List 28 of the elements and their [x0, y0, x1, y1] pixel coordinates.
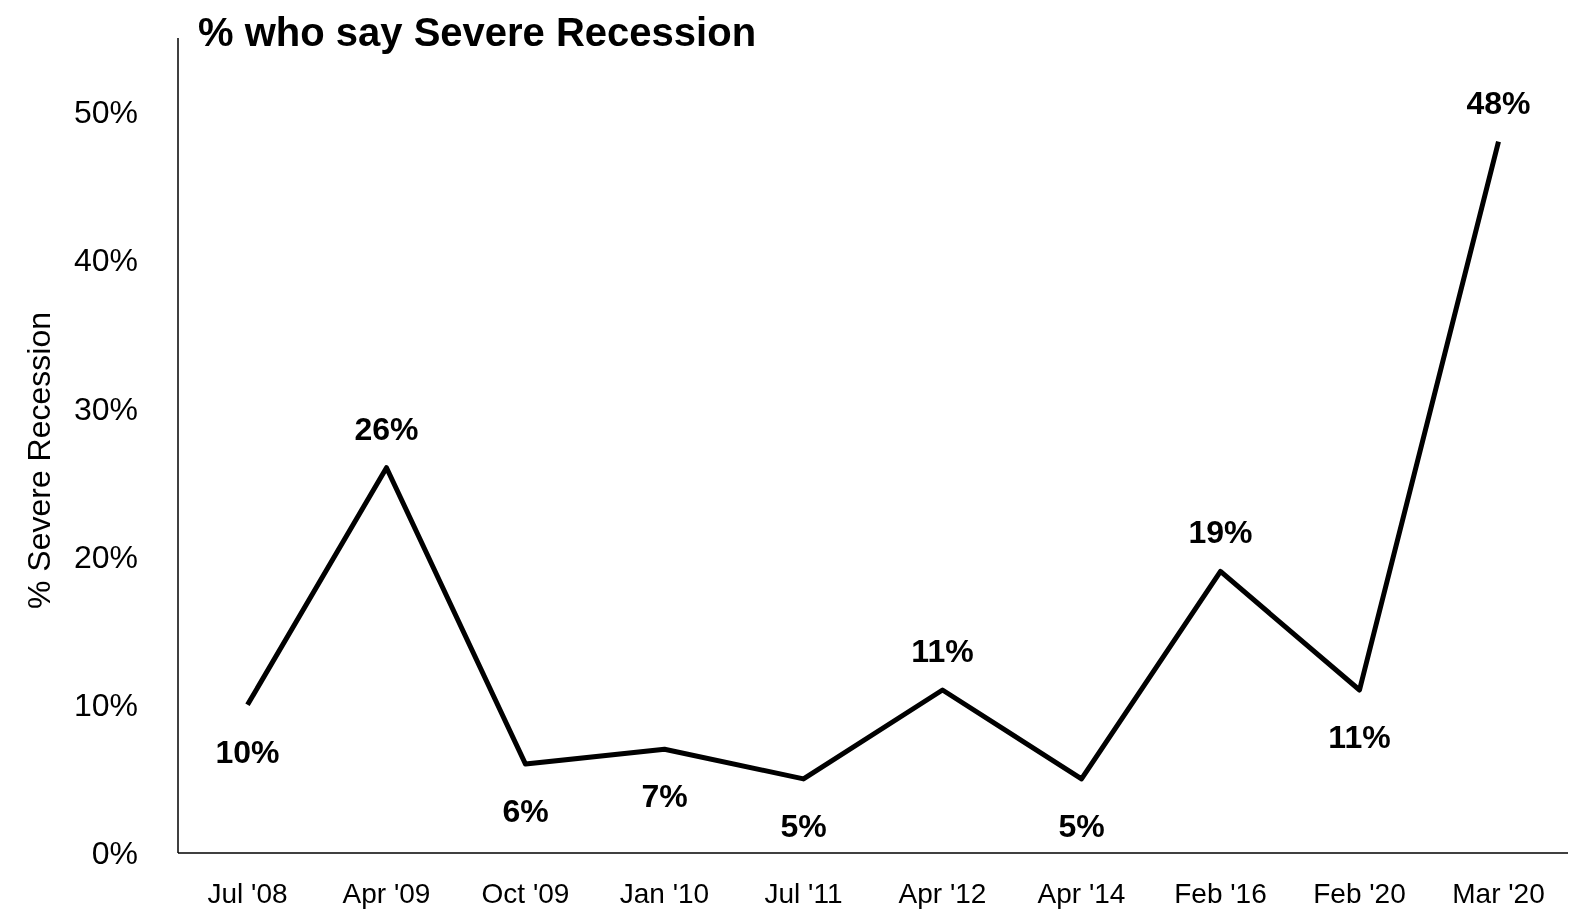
x-tick-label: Feb '20 [1313, 878, 1406, 909]
data-label: 10% [215, 733, 280, 770]
x-tick-label: Jul '11 [764, 878, 843, 909]
y-axis-title: % Severe Recession [21, 311, 57, 610]
x-tick-label: Jan '10 [619, 878, 710, 909]
x-tick-label: Oct '09 [481, 878, 570, 909]
x-tick-label: Apr '12 [898, 878, 987, 909]
x-tick-label: Mar '20 [1452, 878, 1545, 909]
x-tick-label: Apr '14 [1037, 878, 1126, 909]
y-tick-label: 40% [73, 242, 138, 279]
chart-title: % who say Severe Recession [198, 10, 757, 54]
y-tick-label: 10% [73, 687, 138, 724]
data-label: 5% [1058, 807, 1105, 844]
data-label: 6% [502, 793, 549, 830]
y-tick-label: 0% [91, 835, 138, 872]
y-tick-label: 20% [73, 538, 138, 575]
data-label: 11% [911, 633, 974, 669]
x-tick-label: Feb '16 [1174, 878, 1267, 909]
data-label: 7% [641, 778, 688, 815]
data-label: 26% [354, 410, 419, 447]
y-tick-label: 50% [73, 94, 138, 131]
data-label: 19% [1188, 514, 1253, 551]
x-tick-label: Apr '09 [342, 878, 431, 909]
y-tick-label: 30% [73, 390, 138, 427]
data-label: 5% [780, 807, 827, 844]
data-label: 48% [1466, 84, 1531, 121]
x-tick-label: Jul '08 [207, 878, 288, 909]
data-label: 11% [1328, 719, 1391, 755]
